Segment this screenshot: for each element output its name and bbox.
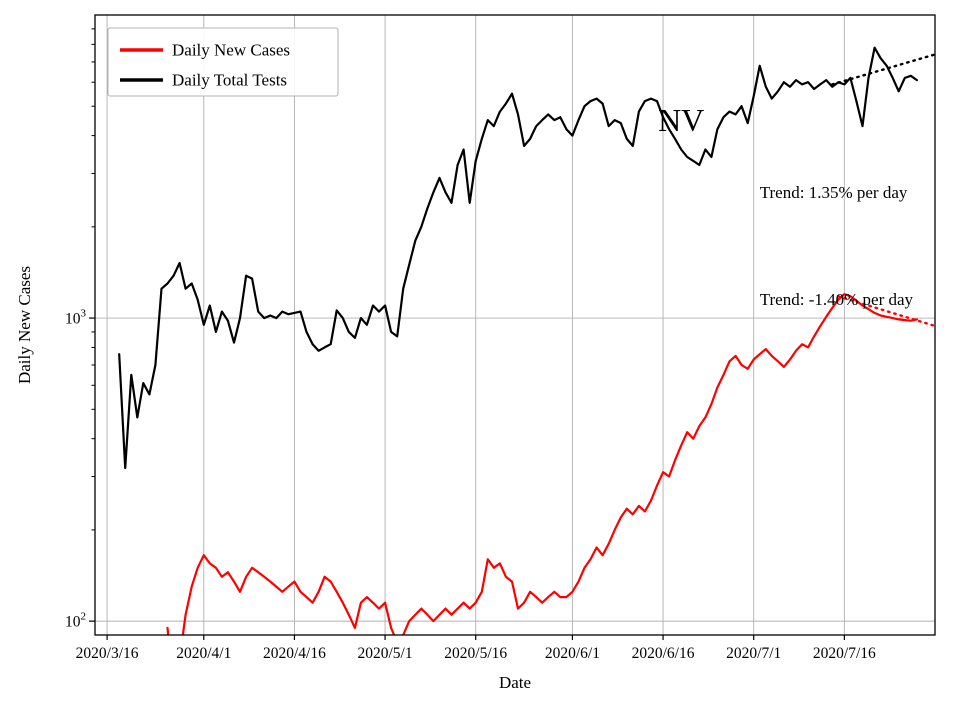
x-axis-label: Date [499, 673, 531, 692]
x-tick-label: 2020/5/1 [358, 645, 413, 662]
x-tick-label: 2020/6/16 [632, 645, 695, 662]
trend-label-tests: Trend: 1.35% per day [760, 183, 908, 202]
x-tick-label: 2020/6/1 [545, 645, 600, 662]
x-tick-label: 2020/4/16 [263, 645, 326, 662]
series-line-daily-total-tests [118, 46, 919, 470]
x-tick-label: 2020/3/16 [76, 645, 139, 662]
x-tick-label: 2020/7/1 [726, 645, 781, 662]
legend-label-1: Daily Total Tests [172, 71, 287, 90]
state-code-annotation: NV [658, 102, 704, 138]
x-tick-label: 2020/4/1 [176, 645, 231, 662]
trend-line-daily-total-tests [831, 53, 935, 86]
axes-spines [94, 14, 936, 636]
x-tick-label: 2020/7/16 [813, 645, 876, 662]
legend-label-0: Daily New Cases [172, 41, 290, 60]
x-tick-label: 2020/5/16 [444, 645, 507, 662]
y-axis-label: Daily New Cases [15, 266, 34, 384]
series-line-daily-new-cases [166, 293, 919, 635]
legend: Daily New Cases Daily Total Tests [107, 27, 339, 97]
trend-label-cases: Trend: -1.40% per day [760, 290, 914, 309]
legend-box [107, 27, 339, 97]
trend-line-daily-new-cases [837, 295, 935, 328]
